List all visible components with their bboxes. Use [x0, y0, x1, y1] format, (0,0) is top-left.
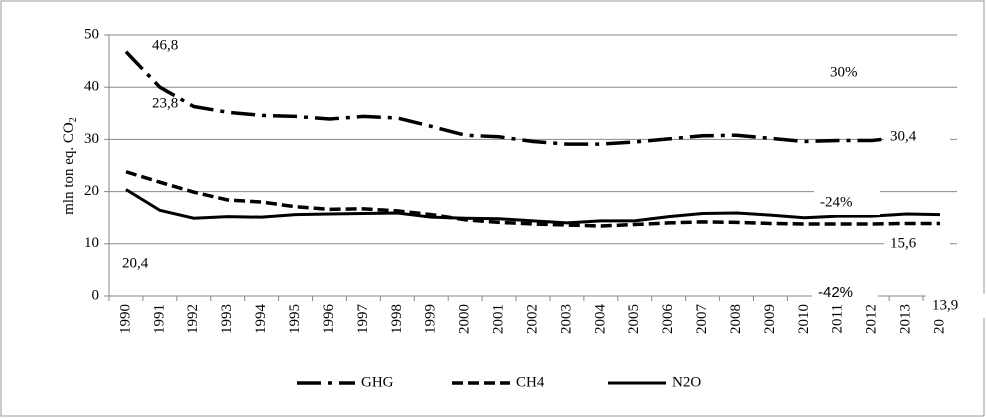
- x-tick-label: 2008: [728, 304, 744, 334]
- x-tick-label: 2010: [796, 304, 812, 334]
- x-tick-label: 2001: [491, 304, 507, 334]
- y-label-text: mln ton eq. CO: [61, 122, 77, 215]
- x-tick-label: 1996: [321, 304, 337, 335]
- x-tick-label: 2002: [524, 304, 540, 334]
- x-tick-label: 2012: [864, 304, 880, 334]
- x-tick-label: 1998: [389, 304, 405, 334]
- legend-label: CH4: [516, 374, 545, 390]
- x-tick-label: 2005: [626, 304, 642, 334]
- annotation-box: [926, 294, 986, 318]
- y-tick-label: 50: [84, 26, 99, 42]
- series-line: [124, 50, 941, 146]
- y-tick-label: 0: [92, 287, 100, 303]
- legend-label: N2O: [672, 374, 701, 390]
- series-line: [125, 188, 941, 225]
- annotation: 46,8: [152, 37, 178, 53]
- x-tick-label: 1992: [185, 304, 201, 334]
- annotation: 13,9: [932, 297, 958, 313]
- annotation: 30,4: [890, 128, 917, 144]
- x-tick-label: 1993: [219, 304, 235, 334]
- annotation-box: [884, 232, 950, 256]
- annotation-box: [824, 61, 890, 85]
- x-tick-label: 2004: [592, 304, 608, 335]
- x-tick-label: 1999: [423, 304, 439, 334]
- x-tick-label: 2009: [762, 304, 778, 334]
- legend-label: GHG: [361, 374, 394, 390]
- annotation: -24%: [820, 194, 853, 210]
- x-tick-label: 2007: [694, 304, 710, 335]
- y-tick-label: 10: [84, 235, 99, 251]
- annotation-box: [814, 191, 880, 215]
- y-tick-label: 40: [84, 79, 99, 95]
- annotation-box: [884, 125, 950, 149]
- x-tick-label: 1990: [117, 304, 133, 334]
- annotation: 23,8: [152, 95, 178, 111]
- x-tick-label: 1997: [355, 304, 371, 335]
- annotation: 15,6: [890, 235, 917, 251]
- x-tick-label: 2000: [457, 304, 473, 334]
- x-tick-label: 1994: [253, 304, 269, 335]
- annotation: 20,4: [122, 255, 149, 271]
- annotation-box: [812, 281, 878, 305]
- x-tick-label: 2013: [898, 304, 914, 334]
- y-tick-label: 20: [84, 183, 99, 199]
- x-tick-label: 2011: [830, 304, 846, 333]
- annotation: 30%: [830, 64, 858, 80]
- y-tick-label: 30: [84, 131, 99, 147]
- annotation: -42%: [818, 284, 853, 301]
- x-tick-label: 2006: [660, 304, 676, 335]
- x-tick-label: 1991: [151, 304, 167, 334]
- y-label-subscript: 2: [68, 117, 79, 122]
- y-axis-label: mln ton eq. CO2: [61, 117, 79, 215]
- x-tick-label: 2003: [558, 304, 574, 334]
- x-tick-label: 1995: [287, 304, 303, 334]
